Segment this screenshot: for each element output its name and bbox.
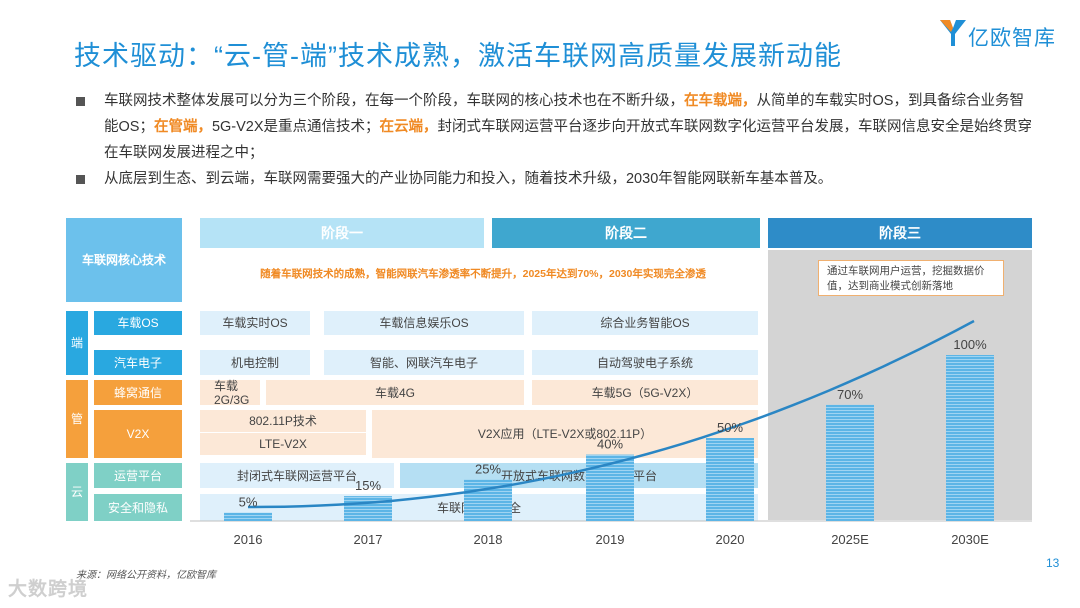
bullet-highlight: 在车载端，	[684, 93, 757, 109]
stage-2-header: 阶段二	[492, 218, 760, 248]
bullet-text: 从底层到生态、到云端，车联网需要强大的产业协同能力和投入，随着技术升级，2030…	[104, 171, 833, 187]
watermark: 大数跨境	[8, 579, 89, 600]
bar-2020	[706, 438, 754, 521]
cell-platform-1: 封闭式车联网运营平台	[200, 463, 394, 488]
group-guan: 管	[66, 380, 88, 458]
cell-cellular-2: 车载4G	[266, 380, 524, 405]
cell-v2x-2: V2X应用（LTE-V2X或802.11P）	[372, 410, 758, 458]
bar-2025E	[826, 404, 874, 521]
data-label-2019: 40%	[597, 437, 623, 452]
penetration-text: 随着车联网技术的成熟，智能网联汽车渗透率不断提升，2025年达到70%，2030…	[260, 268, 706, 280]
page-title: 技术驱动：“云-管-端”技术成熟，激活车联网高质量发展新动能	[74, 41, 842, 71]
tick-label-2019: 2019	[596, 532, 625, 547]
data-label-2030E: 100%	[953, 337, 987, 352]
cell-cellular-1: 车载 2G/3G	[200, 379, 260, 407]
logo-text: 亿欧智库	[968, 27, 1056, 50]
yiou-logo-icon	[940, 20, 966, 46]
cell-v2x-1a: 802.11P技术	[200, 410, 366, 432]
stage-3-note: 通过车联网用户运营，挖掘数据价值，达到商业模式创新落地	[818, 260, 1004, 296]
data-label-2025E: 70%	[837, 387, 863, 402]
data-label-2018: 25%	[475, 462, 501, 477]
bullet-text: 车联网技术整体发展可以分为三个阶段，在每一个阶段，车联网的核心技术也在不断升级，	[104, 93, 684, 109]
cell-os-2: 车载信息娱乐OS	[324, 311, 524, 335]
data-label-2016: 5%	[239, 495, 258, 510]
tick-label-2020: 2020	[716, 532, 745, 547]
bullet-highlight: 在管端，	[153, 119, 212, 135]
bar-2030E	[946, 355, 994, 521]
source-note: 来源：网络公开资料，亿欧智库	[76, 570, 216, 581]
category-security: 安全和隐私	[94, 494, 182, 521]
tick-label-2016: 2016	[234, 532, 263, 547]
bullet-text: 封闭式车联网运营平台逐步向开放式车联网数字化运营平台发展，车联网信息安全是始终贯…	[104, 119, 1033, 161]
bar-2017	[344, 496, 392, 521]
data-label-2020: 50%	[717, 420, 743, 435]
tick-label-2018: 2018	[474, 532, 503, 547]
category-platform: 运营平台	[94, 463, 182, 488]
cell-v2x-1b: LTE-V2X	[200, 433, 366, 455]
bar-2016	[224, 512, 272, 521]
cell-os-3: 综合业务智能OS	[532, 311, 758, 335]
data-label-2017: 15%	[355, 478, 381, 493]
cell-cellular-3: 车载5G（5G-V2X）	[532, 380, 758, 405]
tick-label-2017: 2017	[354, 532, 383, 547]
group-duan: 端	[66, 311, 88, 375]
bullet-item-2: 从底层到生态、到云端，车联网需要强大的产业协同能力和投入，随着技术升级，2030…	[76, 166, 1036, 192]
category-cellular: 蜂窝通信	[94, 380, 182, 405]
page-number: 13	[1046, 556, 1060, 570]
core-tech-label: 车联网核心技术	[66, 218, 182, 302]
group-yun: 云	[66, 463, 88, 521]
tick-label-2030E: 2030E	[951, 532, 989, 547]
stage-1-header: 阶段一	[200, 218, 484, 248]
category-os: 车载OS	[94, 311, 182, 335]
trend-curve	[247, 319, 975, 509]
stage-3-header: 阶段三	[768, 218, 1032, 248]
cell-os-1: 车载实时OS	[200, 311, 310, 335]
bullet-text: 从简单的车载实时OS，到具备综合业务智能OS；	[104, 93, 1024, 135]
cell-electronics-1: 机电控制	[200, 350, 310, 375]
cell-electronics-2: 智能、网联汽车电子	[324, 350, 524, 375]
bullet-item-1: 车联网技术整体发展可以分为三个阶段，在每一个阶段，车联网的核心技术也在不断升级，…	[76, 88, 1036, 166]
bullet-list: 车联网技术整体发展可以分为三个阶段，在每一个阶段，车联网的核心技术也在不断升级，…	[76, 88, 1036, 192]
bullet-text: 5G-V2X是重点通信技术；	[211, 119, 380, 135]
bar-2019	[586, 454, 634, 521]
bullet-highlight: 在云端，	[379, 119, 438, 135]
cell-electronics-3: 自动驾驶电子系统	[532, 350, 758, 375]
category-v2x: V2X	[94, 410, 182, 458]
tick-label-2025E: 2025E	[831, 532, 869, 547]
category-electronics: 汽车电子	[94, 350, 182, 375]
